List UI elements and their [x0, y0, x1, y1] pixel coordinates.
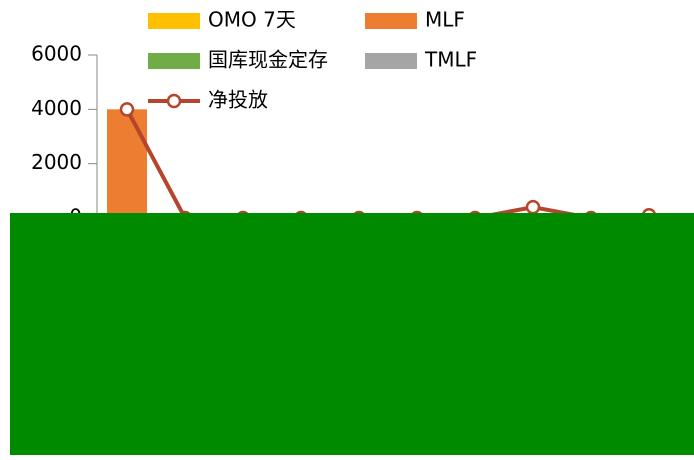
legend-label: TMLF	[424, 48, 477, 72]
legend: OMO 7天 MLF 国库现金定存 TMLF 净投放	[148, 8, 477, 112]
line-marker	[119, 102, 135, 117]
legend-label: 国库现金定存	[208, 48, 328, 72]
legend-marker	[166, 93, 182, 109]
legend-swatch	[148, 13, 200, 29]
legend-label: OMO 7天	[208, 8, 296, 32]
legend-swatch	[365, 13, 417, 29]
legend-label: 净投放	[208, 88, 268, 112]
bar	[107, 109, 147, 218]
y-tick-label: 4000	[31, 96, 82, 120]
legend-swatch	[365, 53, 417, 69]
y-tick-label: 2000	[31, 150, 82, 174]
legend-swatch	[148, 53, 200, 69]
legend-label: MLF	[425, 8, 465, 32]
overlay-block	[10, 213, 694, 455]
line	[125, 108, 650, 221]
line-marker	[525, 199, 541, 215]
y-tick-label: 6000	[31, 42, 82, 66]
